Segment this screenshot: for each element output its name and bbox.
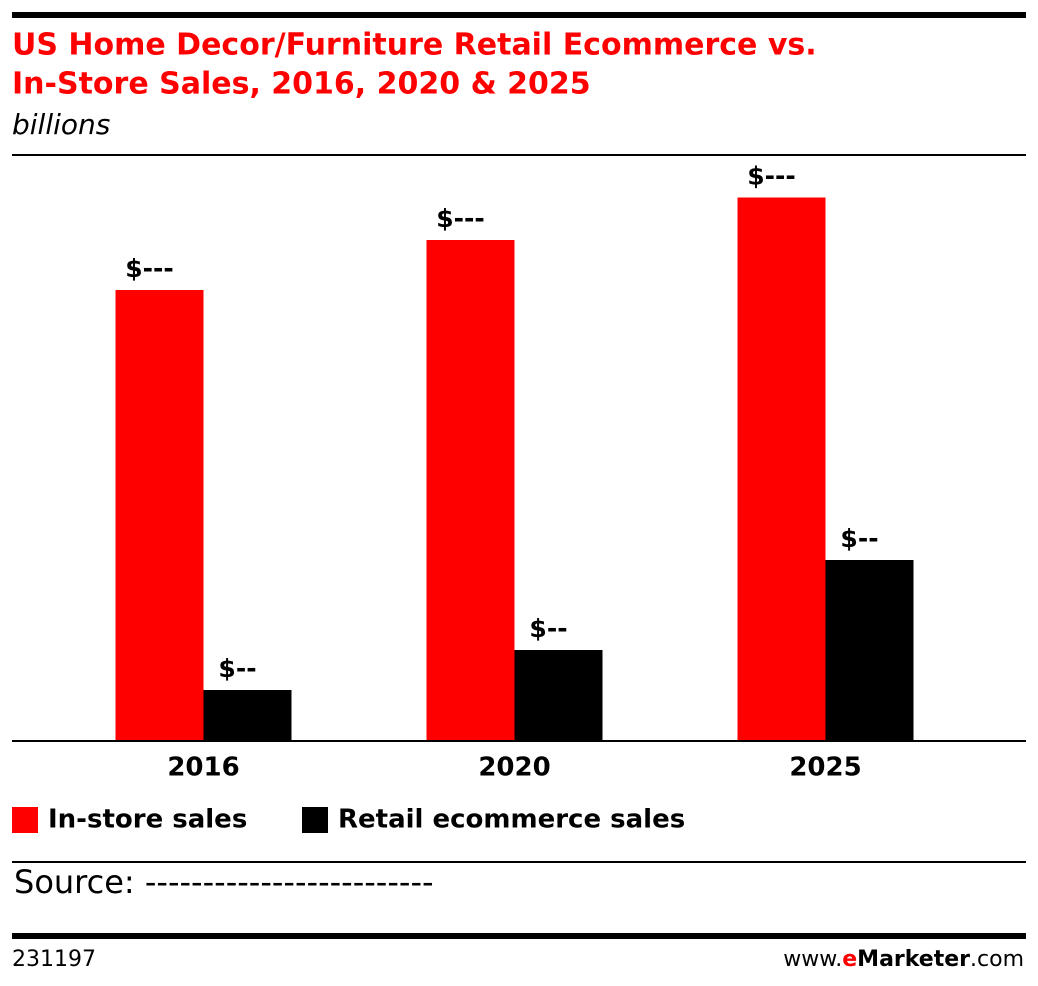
source: Source: ------------------------- bbox=[14, 863, 434, 901]
legend-swatch bbox=[302, 807, 328, 833]
bar bbox=[426, 240, 515, 740]
bar bbox=[115, 290, 204, 740]
bar bbox=[737, 197, 826, 740]
legend-label: Retail ecommerce sales bbox=[338, 805, 685, 835]
value-label: $-- bbox=[840, 524, 878, 553]
value-label: $--- bbox=[747, 162, 796, 191]
rule bbox=[12, 154, 1026, 156]
legend-swatch bbox=[12, 807, 38, 833]
brand-part: www. bbox=[783, 947, 842, 972]
value-label: $--- bbox=[125, 254, 174, 283]
x-tick-label: 2016 bbox=[167, 753, 239, 783]
rule bbox=[12, 861, 1026, 863]
baseline bbox=[12, 740, 1026, 742]
brand-part: e bbox=[842, 947, 857, 972]
legend-label: In-store sales bbox=[48, 805, 247, 835]
chart-subtitle: billions bbox=[12, 108, 110, 141]
brand-part: .com bbox=[970, 947, 1024, 972]
chart-title: US Home Decor/Furniture Retail Ecommerce… bbox=[12, 28, 817, 63]
value-label: $-- bbox=[218, 654, 256, 683]
value-label: $--- bbox=[436, 204, 485, 233]
brand: www.eMarketer.com bbox=[783, 947, 1024, 972]
x-tick-label: 2020 bbox=[478, 753, 550, 783]
bottom-rule bbox=[12, 933, 1026, 939]
bar bbox=[825, 560, 914, 740]
top-rule bbox=[12, 12, 1026, 18]
chart-id: 231197 bbox=[12, 947, 96, 972]
bar bbox=[203, 690, 292, 740]
brand-part: Marketer bbox=[857, 947, 970, 972]
chart-title: In-Store Sales, 2016, 2020 & 2025 bbox=[12, 67, 591, 102]
bar bbox=[514, 650, 603, 740]
value-label: $-- bbox=[529, 614, 567, 643]
x-tick-label: 2025 bbox=[789, 753, 861, 783]
